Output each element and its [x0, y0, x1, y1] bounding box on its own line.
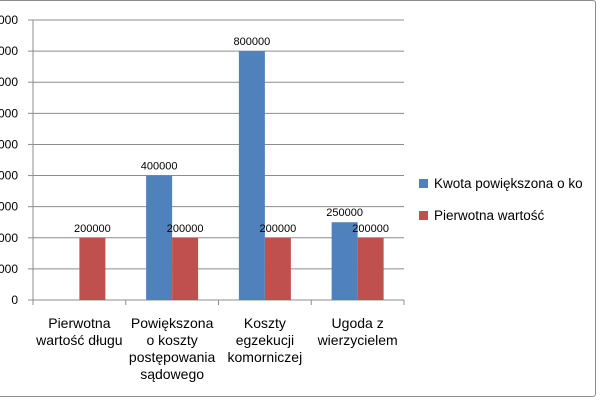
- y-tick-label: 0: [11, 293, 18, 307]
- category-label: egzekucji: [236, 332, 294, 348]
- data-label: 200000: [260, 223, 297, 235]
- y-tick-label: 0000: [0, 13, 18, 27]
- category-label: postępowania: [129, 349, 216, 365]
- category-label: Pierwotna: [48, 315, 110, 331]
- bar-pierwotna: [172, 237, 199, 300]
- bar-kwota: [331, 222, 358, 300]
- data-label: 250000: [326, 207, 363, 219]
- legend-label: Pierwotna wartość: [434, 208, 545, 223]
- category-label: wierzycielem: [317, 332, 398, 348]
- bar-pierwotna: [79, 237, 106, 300]
- y-tick-label: 0000: [0, 75, 18, 89]
- category-label: Koszty: [244, 315, 286, 331]
- data-label: 200000: [167, 223, 204, 235]
- category-label: sądowego: [140, 366, 204, 382]
- y-tick-label: 0000: [0, 106, 18, 120]
- data-label: 800000: [234, 36, 271, 48]
- category-label: wartość długu: [35, 332, 122, 348]
- bar-pierwotna: [357, 237, 384, 300]
- category-label: Ugoda z: [332, 315, 384, 331]
- y-tick-label: 0000: [0, 44, 18, 58]
- y-tick-label: 0000: [0, 262, 18, 276]
- legend-swatch: [419, 211, 428, 220]
- data-label: 200000: [352, 223, 389, 235]
- bar-pierwotna: [264, 237, 291, 300]
- data-label: 200000: [74, 223, 111, 235]
- legend-label: Kwota powiększona o ko: [434, 176, 583, 191]
- category-label: komorniczej: [228, 349, 303, 365]
- data-label: 400000: [141, 161, 178, 173]
- y-tick-label: 0000: [0, 231, 18, 245]
- category-label: Powiększona: [131, 315, 214, 331]
- bar-kwota: [146, 175, 173, 300]
- bar-kwota: [238, 51, 265, 300]
- y-tick-label: 0000: [0, 169, 18, 183]
- y-tick-label: 0000: [0, 137, 18, 151]
- category-label: o koszty: [146, 332, 197, 348]
- legend-swatch: [419, 179, 428, 188]
- y-tick-label: 0000: [0, 200, 18, 214]
